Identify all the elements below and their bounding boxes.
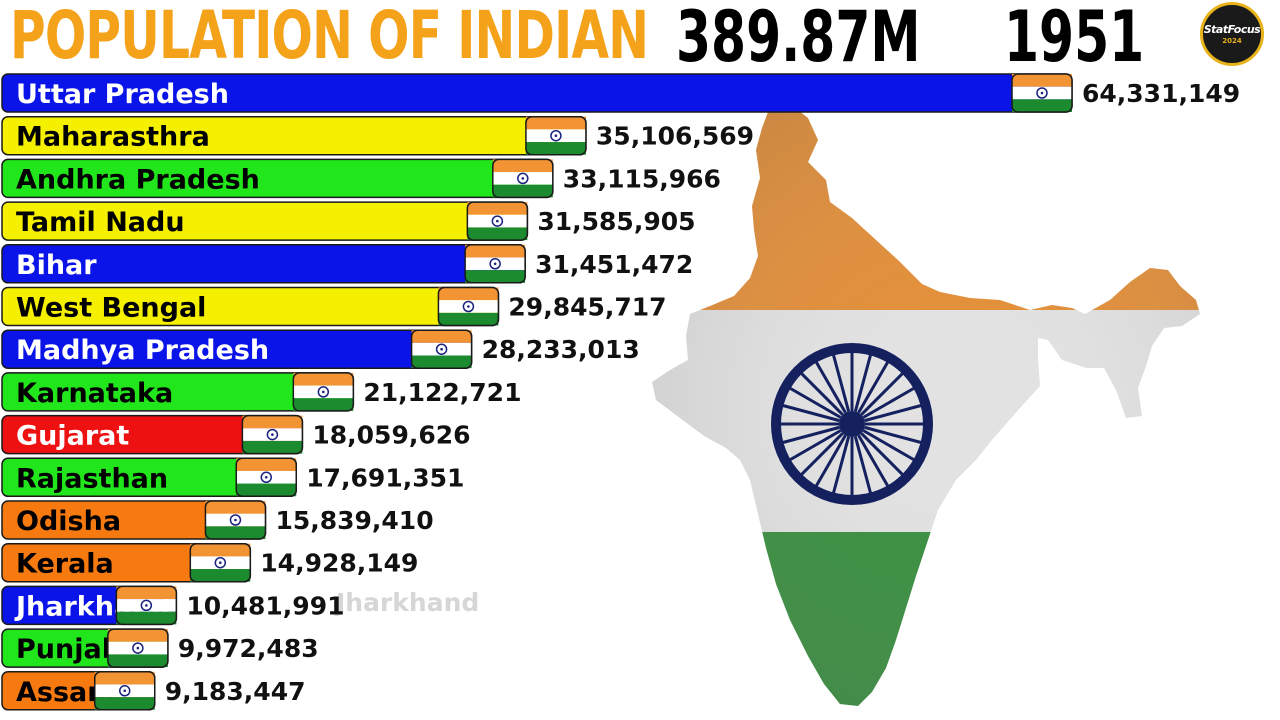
bar-row: Uttar Pradesh 64,331,149 — [1, 73, 1240, 113]
value-label: 21,122,721 — [363, 378, 521, 407]
india-flag-icon — [492, 158, 554, 199]
india-flag-icon — [235, 457, 298, 498]
logo-year: 2024 — [1222, 37, 1242, 45]
bar-label: Maharasthra — [16, 122, 210, 153]
india-flag-icon — [525, 115, 587, 156]
bar-label: Rajasthan — [16, 463, 168, 494]
bar-label: Tamil Nadu — [16, 207, 185, 238]
value-label: 10,481,991 — [186, 591, 344, 620]
bar-row: Andhra Pradesh 33,115,966 — [1, 158, 721, 199]
ashoka-chakra-icon — [771, 343, 933, 505]
value-label: 33,115,966 — [563, 164, 721, 193]
value-label: 31,451,472 — [535, 250, 693, 279]
india-flag-icon — [437, 286, 500, 327]
bar-label: Madhya Pradesh — [16, 335, 269, 366]
india-flag-icon — [107, 628, 169, 668]
india-flag-icon — [204, 500, 267, 540]
year-label: 1951 — [1004, 0, 1145, 78]
india-flag-icon — [466, 201, 529, 241]
bar-row: Maharasthra 35,106,569 — [1, 115, 754, 156]
bar-row: Punjab 9,972,483 — [1, 628, 319, 668]
india-flag-icon — [410, 329, 473, 369]
total-population: 389.87M — [676, 0, 921, 78]
bar-label: Odisha — [16, 506, 121, 537]
india-flag-icon — [189, 542, 252, 583]
bar-row: Madhya Pradesh 28,233,013 — [1, 329, 640, 369]
bar-row: Tamil Nadu 31,585,905 — [1, 201, 696, 241]
value-label: 18,059,626 — [312, 421, 470, 450]
logo-text: StatFocus — [1203, 23, 1261, 36]
ghost-label: Jharkhand — [334, 588, 479, 617]
value-label: 9,183,447 — [165, 677, 306, 706]
bar-label: Kerala — [16, 549, 114, 580]
india-flag-icon — [1011, 73, 1073, 113]
india-map-flag — [652, 104, 1200, 706]
bar-row: Jharkhand 10,481,991 — [1, 585, 344, 626]
bar-row: Odisha 15,839,410 — [1, 500, 434, 540]
bar-row: Kerala 14,928,149 — [1, 542, 418, 583]
bar-row: Bihar 31,451,472 — [1, 244, 693, 284]
bar-row: West Bengal 29,845,717 — [1, 286, 667, 327]
value-label: 35,106,569 — [596, 122, 754, 151]
india-flag-icon — [115, 585, 178, 626]
bar-label: West Bengal — [16, 293, 206, 324]
value-label: 31,585,905 — [537, 207, 695, 236]
bar-label: Bihar — [16, 250, 97, 281]
value-label: 29,845,717 — [508, 293, 666, 322]
value-label: 15,839,410 — [275, 506, 433, 535]
chart-title: POPULATION OF INDIAN — [10, 0, 649, 74]
india-flag-icon — [292, 372, 355, 412]
statfocus-logo: StatFocus 2024 — [1200, 2, 1264, 66]
value-label: 9,972,483 — [178, 634, 319, 663]
bar-label: Punjab — [16, 634, 121, 665]
bar-row: Assam 9,183,447 — [1, 671, 306, 711]
india-flag-icon — [93, 671, 156, 711]
value-label: 14,928,149 — [260, 549, 418, 578]
india-flag-icon — [241, 414, 304, 455]
bar-row: Rajasthan 17,691,351 — [1, 457, 464, 498]
india-flag-icon — [464, 244, 526, 284]
bar-label: Uttar Pradesh — [16, 79, 229, 110]
value-label: 64,331,149 — [1082, 79, 1240, 108]
value-label: 28,233,013 — [482, 335, 640, 364]
bar-label: Gujarat — [16, 421, 129, 452]
bar-label: Andhra Pradesh — [16, 164, 260, 195]
bar-label: Karnataka — [16, 378, 173, 409]
bar-row: Karnataka 21,122,721 — [1, 372, 521, 412]
bar-row: Gujarat 18,059,626 — [1, 414, 471, 455]
value-label: 17,691,351 — [306, 463, 464, 492]
